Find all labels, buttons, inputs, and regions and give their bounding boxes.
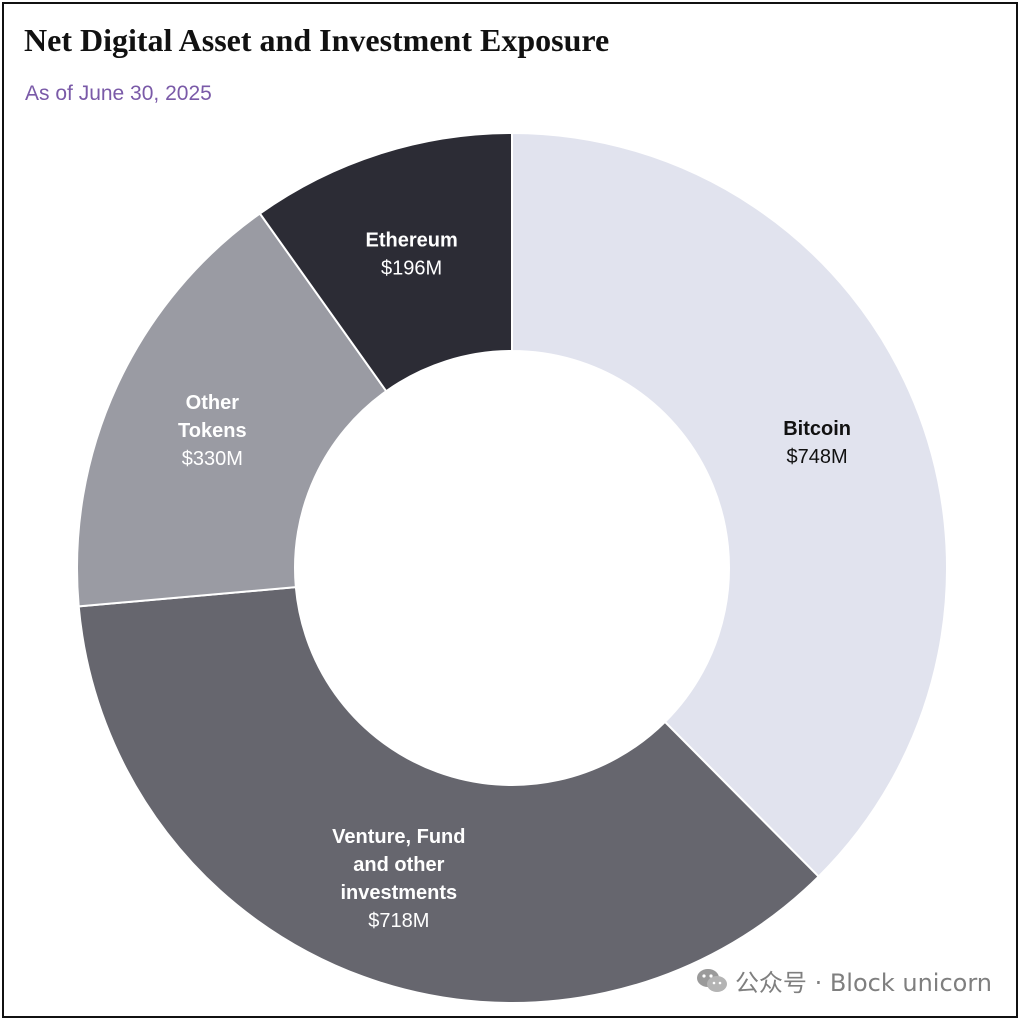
slice-name-line: Bitcoin: [783, 418, 851, 440]
slice-name-line: and other: [353, 854, 444, 876]
slice-label-2: Other Tokens $330M: [178, 392, 247, 470]
slice-name-line: Other: [186, 392, 240, 414]
donut-slice-3: [258, 131, 513, 393]
slice-label-1: Venture, Fund and other investments $718M: [332, 826, 465, 932]
chart-title: Net Digital Asset and Investment Exposur…: [24, 22, 610, 58]
slice-name-line: investments: [340, 882, 457, 904]
slice-label-0: Bitcoin $748M: [783, 418, 851, 468]
slice-value: $748M: [787, 446, 848, 468]
slice-value: $330M: [182, 448, 243, 470]
wechat-icon: [696, 968, 727, 992]
slice-label-3: Ethereum $196M: [365, 230, 457, 280]
watermark: 公众号 · Block unicorn: [695, 963, 992, 998]
watermark-text: 公众号 · Block unicorn: [734, 969, 992, 997]
chart-subtitle: As of June 30, 2025: [25, 82, 212, 105]
slice-name-line: Ethereum: [365, 230, 457, 252]
donut-slice-2: [76, 212, 388, 608]
slice-value: $196M: [381, 258, 442, 280]
slice-value: $718M: [368, 910, 429, 932]
donut-slice-1: [77, 586, 821, 1004]
slice-name-line: Tokens: [178, 420, 247, 442]
slice-name-line: Venture, Fund: [332, 826, 465, 848]
donut-slice-0: [511, 131, 948, 878]
